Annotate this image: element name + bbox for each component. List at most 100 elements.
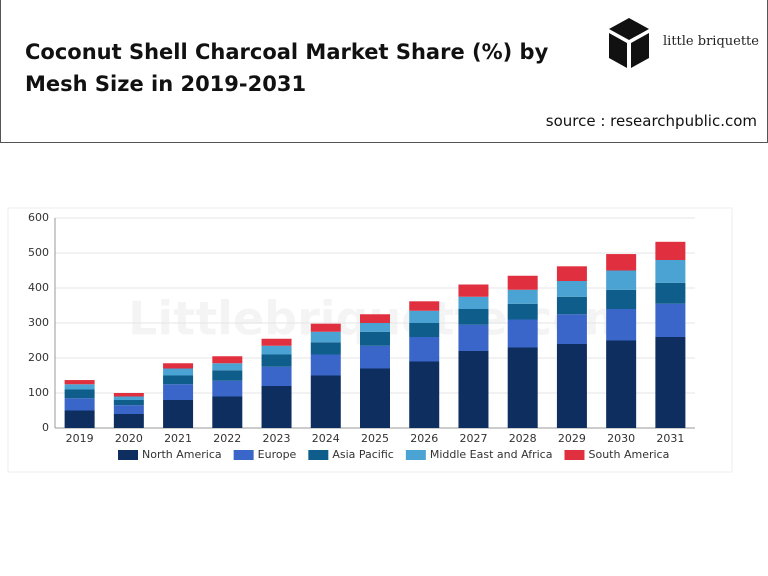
bar-segment — [261, 386, 292, 428]
bar-segment — [310, 331, 341, 343]
bar-segment — [212, 380, 243, 397]
legend-swatch — [308, 450, 329, 460]
bar-segment — [163, 400, 194, 428]
bar-segment — [261, 366, 292, 386]
bar-segment — [458, 284, 489, 297]
bar-segment — [556, 281, 587, 297]
bar-segment — [212, 363, 243, 371]
bar-segment — [163, 363, 194, 369]
x-tick-label: 2027 — [459, 432, 487, 445]
bar-segment — [113, 400, 144, 406]
legend-swatch — [233, 450, 254, 460]
bar-segment — [212, 356, 243, 364]
bar-segment — [64, 389, 95, 399]
bar-segment — [409, 323, 440, 337]
legend-swatch — [405, 450, 426, 460]
bar-segment — [606, 254, 637, 271]
bar-segment — [507, 275, 538, 290]
bar-segment — [212, 396, 243, 428]
legend-label: Europe — [258, 448, 297, 461]
legend-label: Asia Pacific — [332, 448, 394, 461]
bar-segment — [113, 405, 144, 414]
bar-segment — [458, 351, 489, 428]
bar-segment — [655, 337, 686, 428]
bar-segment — [360, 345, 390, 369]
y-tick-label: 300 — [28, 316, 49, 329]
x-tick-label: 2026 — [410, 432, 438, 445]
bar-segment — [409, 310, 440, 323]
bar-segment — [606, 289, 637, 309]
legend-label: South America — [588, 448, 669, 461]
bar-segment — [507, 319, 538, 348]
x-tick-label: 2030 — [607, 432, 635, 445]
bar-segment — [556, 344, 587, 428]
bar-segment — [310, 323, 341, 332]
bar-segment — [606, 340, 637, 428]
x-tick-label: 2023 — [263, 432, 291, 445]
y-tick-label: 600 — [28, 211, 49, 224]
bar-segment — [64, 410, 95, 428]
bar-segment — [458, 309, 489, 325]
bar-segment — [409, 337, 440, 362]
x-tick-label: 2025 — [361, 432, 389, 445]
bar-segment — [556, 314, 587, 344]
bar-segment — [507, 303, 538, 320]
bar-segment — [64, 380, 95, 385]
bar-segment — [261, 354, 292, 367]
bar-segment — [655, 282, 686, 304]
x-tick-label: 2028 — [509, 432, 537, 445]
x-tick-label: 2031 — [656, 432, 684, 445]
bar-segment — [409, 361, 440, 428]
bar-segment — [507, 289, 538, 304]
bar-segment — [556, 296, 587, 315]
bar-segment — [606, 270, 637, 290]
legend-swatch — [118, 450, 138, 460]
bar-segment — [360, 368, 390, 428]
bar-segment — [458, 296, 489, 309]
chart-panel — [7, 207, 733, 473]
bar-segment — [655, 241, 686, 260]
title: Coconut Shell Charcoal Market Share (%) … — [25, 40, 549, 96]
bar-segment — [212, 370, 243, 381]
bar-segment — [64, 398, 95, 411]
y-tick-label: 100 — [28, 386, 49, 399]
bar-segment — [310, 375, 341, 428]
logo-text: little briquette — [663, 34, 759, 49]
bar-segment — [163, 384, 194, 400]
bar-segment — [360, 314, 390, 323]
bar-segment — [163, 368, 194, 376]
legend-swatch — [564, 450, 585, 460]
watermark: Littlebriquette.com — [128, 292, 632, 346]
bar-segment — [606, 309, 637, 341]
bar-segment — [64, 384, 95, 390]
logo-icon — [609, 18, 649, 68]
bar-segment — [655, 260, 686, 283]
bar-segment — [556, 266, 587, 281]
x-tick-label: 2019 — [66, 432, 94, 445]
x-tick-label: 2029 — [558, 432, 586, 445]
y-tick-label: 500 — [28, 246, 49, 259]
bar-segment — [360, 323, 390, 332]
source: source : researchpublic.com — [545, 112, 757, 130]
y-tick-label: 400 — [28, 281, 49, 294]
x-tick-label: 2024 — [312, 432, 340, 445]
bar-segment — [655, 303, 686, 337]
y-tick-label: 0 — [42, 421, 49, 434]
bar-segment — [261, 338, 292, 346]
x-tick-label: 2021 — [164, 432, 192, 445]
bar-segment — [113, 393, 144, 397]
bar-segment — [261, 345, 292, 355]
legend-label: Middle East and Africa — [430, 448, 553, 461]
legend-label: North America — [142, 448, 222, 461]
x-tick-label: 2022 — [213, 432, 241, 445]
bar-segment — [163, 375, 194, 385]
bar-segment — [310, 342, 341, 355]
bar-segment — [507, 347, 538, 428]
y-tick-label: 200 — [28, 351, 49, 364]
x-tick-label: 2020 — [115, 432, 143, 445]
bar-segment — [113, 396, 144, 400]
header: Coconut Shell Charcoal Market Share (%) … — [0, 0, 768, 143]
bar-segment — [409, 301, 440, 311]
bar-segment — [113, 414, 144, 428]
